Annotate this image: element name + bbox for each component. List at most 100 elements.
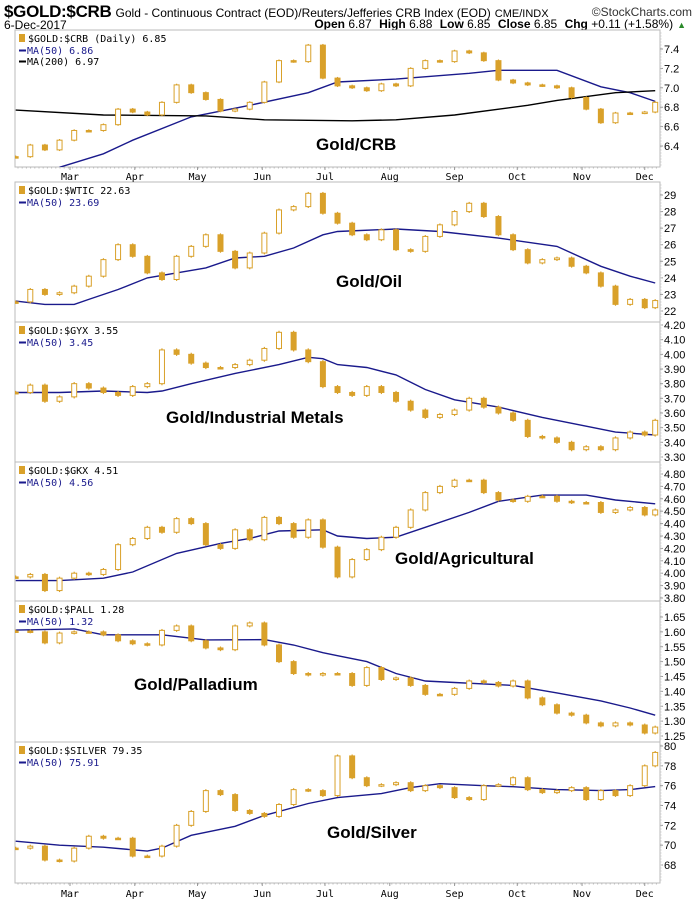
candle — [319, 360, 326, 389]
candle — [495, 405, 502, 415]
low-value: 6.85 — [467, 17, 491, 31]
panel-frame — [14, 181, 661, 323]
x-tick-label: Apr — [126, 172, 144, 183]
candle — [261, 80, 268, 104]
candle-body — [276, 209, 282, 234]
candle — [568, 256, 575, 268]
candle-body — [334, 77, 341, 87]
y-tick-label: 3.60 — [664, 408, 685, 420]
candle-body — [232, 529, 239, 549]
candle-body — [173, 518, 180, 533]
y-tick-label: 68 — [664, 860, 676, 872]
candle — [466, 396, 473, 412]
candle — [480, 201, 487, 218]
candle-body — [41, 288, 48, 295]
candle — [393, 228, 400, 252]
candle — [71, 284, 78, 295]
candle — [202, 639, 209, 650]
candle — [305, 672, 312, 677]
candle — [422, 784, 429, 793]
candle-body — [627, 722, 634, 726]
x-tick-label: May — [188, 889, 206, 900]
candle — [524, 776, 531, 792]
candle-body — [158, 272, 165, 281]
candle — [188, 352, 195, 365]
y-tick-label: 1.55 — [664, 642, 685, 654]
candle-body — [539, 495, 546, 499]
candle-legend-icon — [19, 34, 25, 42]
candle — [27, 844, 34, 850]
panel-2: 29 28 27 26 25 24 23 22 $GOLD:$WTIC 22.63MA(50) … — [14, 181, 676, 323]
candle — [451, 786, 458, 799]
brand-link[interactable]: ©StockCharts.com — [591, 5, 692, 19]
candle — [378, 535, 385, 552]
candle — [115, 390, 122, 397]
candle — [261, 231, 268, 255]
candle — [363, 385, 370, 397]
candle-body — [71, 383, 78, 398]
candle-body — [100, 835, 107, 839]
candle — [553, 256, 560, 262]
candle — [202, 233, 209, 248]
candle — [305, 518, 312, 539]
candle — [553, 789, 560, 795]
ma200-line — [15, 90, 656, 122]
candle — [539, 258, 546, 265]
candle-body — [305, 192, 312, 208]
y-tick-label: 4.10 — [664, 556, 685, 568]
candle-body — [261, 622, 268, 646]
candle — [232, 107, 239, 113]
candle — [510, 776, 517, 787]
candle — [261, 515, 268, 542]
candle — [422, 683, 429, 696]
candle-body — [71, 572, 78, 579]
candle-body — [652, 300, 659, 309]
candle-body — [27, 384, 34, 393]
candle — [495, 681, 502, 688]
y-tick-label: 3.80 — [664, 593, 685, 605]
chg-label: Chg — [564, 17, 588, 31]
candle-body — [15, 156, 19, 159]
candle-body — [290, 60, 297, 63]
candle — [568, 440, 575, 452]
candle — [422, 491, 429, 512]
x-tick-label: Aug — [381, 172, 399, 183]
x-axis-bottom: Mar Apr May Jun Jul Aug Sep Oct Nov Dec — [17, 883, 657, 900]
ma50-legend: MA(50) 6.86 — [27, 46, 93, 57]
candle-body — [510, 412, 517, 421]
candle — [583, 96, 590, 111]
candle-legend-icon — [19, 466, 25, 474]
ma200-legend: MA(200) 6.97 — [27, 57, 99, 68]
candle — [202, 91, 209, 101]
candle — [100, 630, 107, 637]
candle — [144, 382, 151, 389]
y-tick-label: 4.10 — [664, 335, 685, 347]
candle-body — [627, 298, 634, 305]
candle — [334, 385, 341, 395]
candle-body — [276, 331, 282, 349]
candle-body — [202, 92, 209, 100]
candle — [378, 82, 385, 92]
candle-body — [553, 790, 560, 794]
candle — [246, 621, 253, 628]
y-tick-label: 6.8 — [664, 102, 679, 114]
panel-title: Gold/Industrial Metals — [166, 408, 344, 427]
candle — [466, 201, 473, 213]
candle — [422, 235, 429, 253]
candle-body — [188, 810, 195, 826]
candle-body — [553, 437, 560, 443]
y-tick-label: 3.80 — [664, 379, 685, 391]
candle — [276, 208, 282, 235]
candle — [290, 522, 297, 539]
candle-body — [495, 406, 502, 414]
candle-body — [158, 845, 165, 857]
candle-body — [27, 288, 34, 303]
candle — [466, 478, 473, 483]
candle — [246, 251, 253, 270]
candle — [85, 630, 92, 634]
chg-value: +0.11 (+1.58%) — [591, 17, 674, 31]
candle — [451, 408, 458, 417]
x-axis-top: Mar Apr May Jun Jul Aug Sep Oct Nov Dec — [17, 167, 657, 183]
candle-body — [597, 722, 604, 727]
candle-body — [422, 785, 429, 792]
